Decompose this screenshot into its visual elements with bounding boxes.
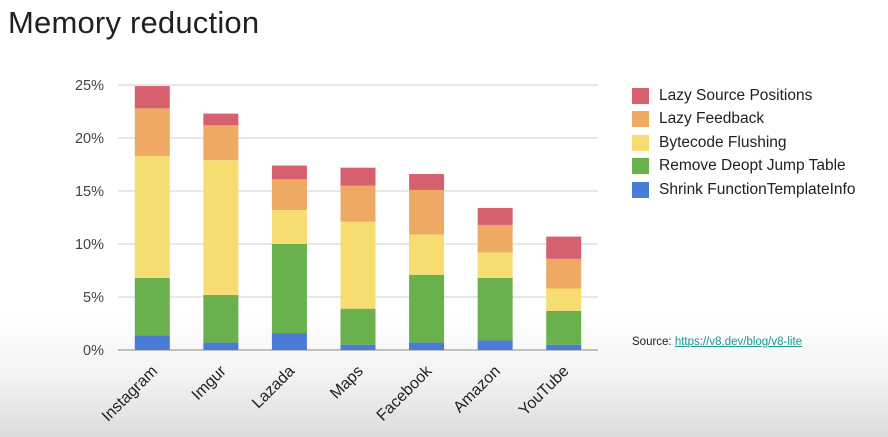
- legend-item: Lazy Source Positions: [632, 84, 855, 108]
- legend-item: Shrink FunctionTemplateInfo: [632, 178, 855, 202]
- bar-segment: [409, 274, 445, 343]
- y-tick-label: 25%: [75, 78, 104, 94]
- bar-segment: [271, 165, 307, 180]
- legend-swatch: [632, 158, 649, 175]
- y-tick-label: 5%: [83, 290, 104, 306]
- legend-label: Shrink FunctionTemplateInfo: [659, 180, 856, 198]
- bar-segment: [271, 333, 307, 350]
- x-tick-label: YouTube: [516, 363, 573, 420]
- source-label: Source:: [632, 336, 672, 348]
- bar-segment: [203, 125, 239, 161]
- legend-item: Bytecode Flushing: [632, 131, 855, 155]
- y-tick-label: 0%: [83, 343, 104, 359]
- bar-segment: [546, 236, 582, 259]
- x-tick-label: Amazon: [450, 363, 504, 417]
- x-tick-label: Lazada: [249, 363, 298, 412]
- bar-segment: [340, 185, 376, 222]
- bar-segment: [340, 308, 376, 345]
- bar-segment: [546, 258, 582, 289]
- legend-label: Bytecode Flushing: [659, 133, 787, 151]
- bar-segment: [477, 340, 513, 350]
- x-tick-label: Facebook: [374, 362, 436, 424]
- chart-legend: Lazy Source Positions Lazy Feedback Byteco…: [632, 84, 855, 202]
- bar-segment: [271, 210, 307, 244]
- bar-segment: [546, 288, 582, 311]
- x-tick-label: Maps: [327, 363, 367, 403]
- bar-segment: [271, 244, 307, 334]
- bar-segment: [134, 86, 170, 109]
- bar-segment: [546, 310, 582, 345]
- bar-segment: [203, 294, 239, 343]
- bar-segment: [203, 160, 239, 295]
- bar-segment: [477, 252, 513, 278]
- bar-segment: [546, 344, 582, 350]
- bar-segment: [409, 189, 445, 235]
- page-title: Memory reduction: [8, 5, 260, 40]
- bar-segment: [409, 342, 445, 350]
- bar-segment: [134, 108, 170, 157]
- legend-swatch: [632, 87, 649, 104]
- y-tick-label: 10%: [75, 237, 104, 253]
- bar-segment: [134, 156, 170, 278]
- legend-item: Remove Deopt Jump Table: [632, 155, 855, 179]
- source-note: Source: https://v8.dev/blog/v8-lite: [632, 336, 802, 348]
- bar-segment: [340, 221, 376, 309]
- legend-label: Remove Deopt Jump Table: [659, 157, 846, 175]
- bar-segment: [477, 207, 513, 225]
- x-tick-label: Instagram: [99, 363, 161, 425]
- x-tick-label: Imgur: [189, 362, 230, 403]
- bar-segment: [271, 179, 307, 211]
- y-tick-label: 20%: [75, 131, 104, 147]
- legend-swatch: [632, 111, 649, 128]
- bar-segment: [340, 344, 376, 350]
- bar-segment: [409, 234, 445, 275]
- legend-label: Lazy Feedback: [659, 110, 765, 128]
- bar-segment: [134, 335, 170, 350]
- legend-swatch: [632, 134, 649, 151]
- bar-segment: [340, 167, 376, 186]
- legend-swatch: [632, 181, 649, 198]
- bar-segment: [477, 224, 513, 253]
- bar-segment: [134, 277, 170, 336]
- y-tick-label: 15%: [75, 184, 104, 200]
- bar-segment: [203, 342, 239, 350]
- legend-item: Lazy Feedback: [632, 108, 855, 132]
- source-link[interactable]: https://v8.dev/blog/v8-lite: [674, 336, 803, 348]
- bar-segment: [477, 277, 513, 341]
- bar-segment: [203, 113, 239, 126]
- bar-segment: [409, 174, 445, 190]
- legend-label: Lazy Source Positions: [659, 86, 813, 104]
